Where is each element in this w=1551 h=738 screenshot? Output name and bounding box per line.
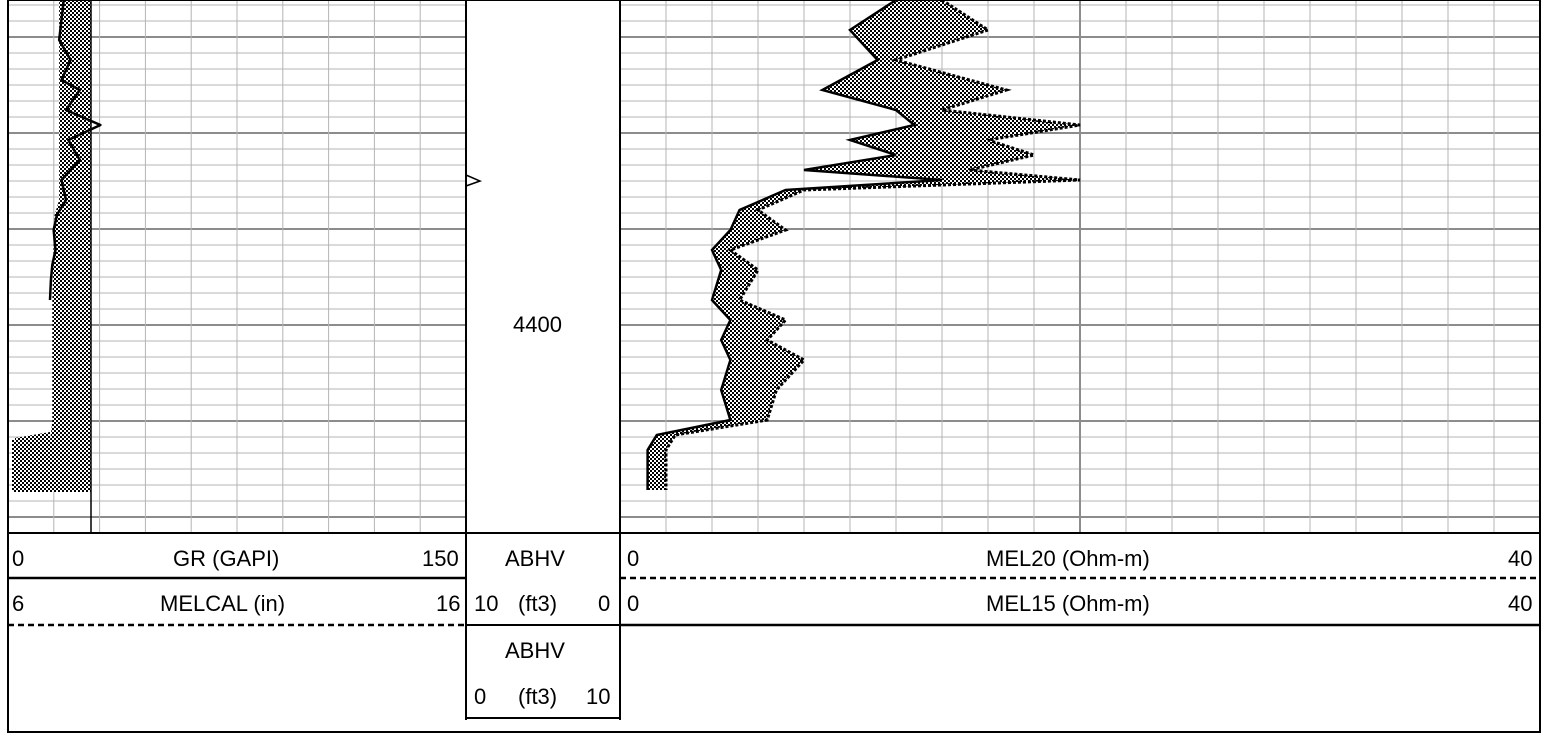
- abhv-2-max-label: 10: [586, 684, 611, 709]
- mel15-curve: [646, 0, 943, 490]
- mel20-curve: [664, 0, 1081, 490]
- caliper-fill: [12, 0, 91, 492]
- abhv-1-max-label: 0: [598, 591, 611, 616]
- mel20-min-label: 0: [627, 546, 640, 571]
- mel15-max-label: 40: [1508, 591, 1533, 616]
- depth-label: 4400: [513, 312, 562, 337]
- abhv-1-min-label: 10: [474, 591, 499, 616]
- abhv-1-unit-label: (ft3): [518, 591, 558, 616]
- abhv-2-label: ABHV: [505, 638, 565, 663]
- outer-frame: [7, 0, 1541, 733]
- caliper-fill-bottom: [15, 432, 50, 490]
- gr-max-label: 150: [422, 546, 459, 571]
- melcal-curve-label: MELCAL (in): [160, 591, 286, 616]
- melcal-min-label: 6: [12, 591, 25, 616]
- depth-tick-marker: [465, 174, 483, 187]
- curve-layer: [12, 0, 1081, 532]
- mel15-min-label: 0: [627, 591, 640, 616]
- abhv-1-label: ABHV: [505, 546, 565, 571]
- frame-layer: [7, 0, 1541, 733]
- gr-min-label: 0: [12, 546, 25, 571]
- mel15-curve-label: MEL15 (Ohm-m): [986, 591, 1150, 616]
- abhv-2-unit-label: (ft3): [518, 684, 558, 709]
- gr-curve-label: GR (GAPI): [173, 546, 280, 571]
- melcal-max-label: 16: [436, 591, 461, 616]
- mel20-curve-label: MEL20 (Ohm-m): [986, 546, 1150, 571]
- mel20-max-label: 40: [1508, 546, 1533, 571]
- abhv-2-min-label: 0: [474, 684, 487, 709]
- grid-layer: [8, 0, 1540, 532]
- gr-curve: [48, 0, 102, 301]
- resistivity-separation-fill: [647, 0, 1080, 490]
